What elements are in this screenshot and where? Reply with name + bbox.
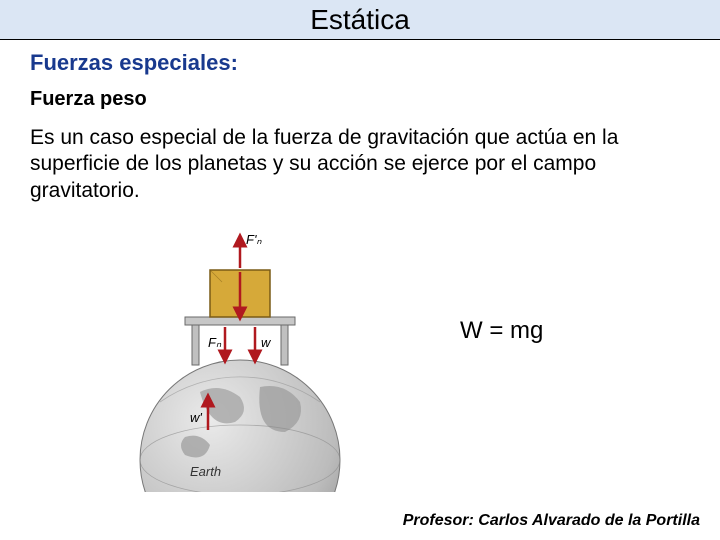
subtitle: Fuerzas especiales: bbox=[30, 50, 690, 76]
diagram-area: W = mg bbox=[30, 222, 690, 502]
label-w-mid: w bbox=[261, 335, 272, 350]
label-fn-top: F'ₙ bbox=[246, 232, 262, 247]
page-title: Estática bbox=[310, 4, 410, 36]
label-earth: Earth bbox=[190, 464, 221, 479]
body-text: Es un caso especial de la fuerza de grav… bbox=[30, 125, 690, 204]
heading: Fuerza peso bbox=[30, 88, 690, 111]
label-w-bot: w' bbox=[190, 410, 202, 425]
footer-credit: Profesor: Carlos Alvarado de la Portilla bbox=[403, 512, 700, 530]
title-bar: Estática bbox=[0, 0, 720, 40]
formula: W = mg bbox=[460, 317, 543, 345]
weight-diagram: Earth F'ₙ Fₙ w w' bbox=[130, 222, 350, 492]
content-area: Fuerzas especiales: Fuerza peso Es un ca… bbox=[0, 40, 720, 502]
label-fn-mid: Fₙ bbox=[208, 335, 222, 350]
